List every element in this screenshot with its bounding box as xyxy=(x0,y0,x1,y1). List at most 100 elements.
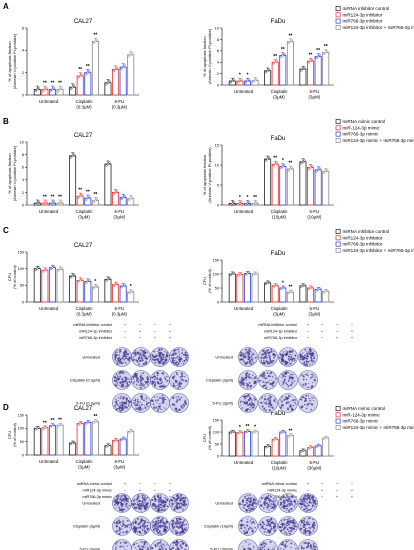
colony xyxy=(312,521,314,523)
colony xyxy=(282,384,284,386)
colony xyxy=(261,359,262,361)
colony xyxy=(121,373,123,375)
colony xyxy=(284,353,288,356)
colony xyxy=(294,522,297,524)
colony xyxy=(162,354,165,357)
colony xyxy=(308,382,310,384)
colony xyxy=(115,520,118,524)
y-axis-label: % of apoptosis fraction(Annexin V-positi… xyxy=(202,28,212,84)
colony xyxy=(269,505,272,507)
data-point xyxy=(69,87,73,90)
colony xyxy=(301,398,303,399)
colony xyxy=(295,403,297,405)
colony xyxy=(121,406,124,409)
colony xyxy=(176,410,178,412)
colony xyxy=(128,358,131,360)
colony-plate xyxy=(112,347,132,367)
colony xyxy=(249,509,251,512)
plate-row-label: 5-FU (3μM) xyxy=(212,401,233,406)
plate-row-label: Untreated xyxy=(215,355,233,360)
y-tick-label: 50 xyxy=(20,284,24,288)
data-point xyxy=(114,191,117,194)
colony xyxy=(185,529,187,531)
treatment-sign: + xyxy=(351,330,354,334)
data-point xyxy=(106,444,110,447)
colony xyxy=(140,349,142,351)
colony xyxy=(125,352,127,354)
colony xyxy=(304,354,307,356)
colony xyxy=(285,350,287,352)
x-tick-label: Cisplatin (0.3μM) xyxy=(76,306,93,317)
colony xyxy=(121,505,124,508)
colony xyxy=(268,409,271,411)
colony xyxy=(152,381,154,383)
colony xyxy=(285,543,287,545)
colony xyxy=(184,354,186,356)
colony xyxy=(119,531,122,534)
x-tick-label-dose: (3μM) xyxy=(78,465,90,470)
colony xyxy=(155,372,158,374)
data-point xyxy=(42,203,45,206)
colony xyxy=(293,401,295,403)
colony xyxy=(135,542,137,544)
colony xyxy=(140,355,143,358)
legend-swatch xyxy=(335,241,341,247)
colony xyxy=(263,530,266,533)
colony xyxy=(157,524,159,526)
data-point xyxy=(290,290,293,293)
legend-label: miR124-3p mimic + miR766-3p mimic xyxy=(343,425,414,430)
treatment-row-label: miR124-3p inhibitor xyxy=(79,330,113,334)
colony xyxy=(303,354,306,357)
colony xyxy=(306,502,309,505)
bar xyxy=(243,273,251,303)
colony xyxy=(306,362,308,364)
colony xyxy=(175,400,178,403)
colony xyxy=(138,378,140,380)
colony xyxy=(116,523,118,525)
y-tick-label: 15 xyxy=(215,143,219,147)
colony xyxy=(306,521,308,523)
colony xyxy=(178,363,180,365)
colony xyxy=(310,521,312,523)
significance-marker: ** xyxy=(58,194,62,200)
colony xyxy=(172,375,174,378)
colony xyxy=(288,363,290,365)
colony xyxy=(122,502,124,505)
data-point xyxy=(309,166,312,169)
colony xyxy=(314,376,316,378)
colony xyxy=(280,498,282,500)
colony xyxy=(173,375,176,378)
colony xyxy=(307,496,309,498)
colony xyxy=(143,527,146,530)
colony xyxy=(240,380,243,383)
colony xyxy=(280,401,283,403)
data-point xyxy=(303,159,306,162)
colony xyxy=(266,523,268,525)
colony-plate xyxy=(150,516,170,536)
colony xyxy=(160,408,162,411)
colony xyxy=(124,372,126,374)
data-point xyxy=(86,196,89,200)
colony xyxy=(180,378,183,381)
bar xyxy=(91,421,99,456)
colony-plate xyxy=(131,516,151,536)
data-point xyxy=(272,285,275,288)
colony xyxy=(281,353,284,356)
colony xyxy=(279,548,281,550)
legend-label: miR766-3p inhibitor xyxy=(343,19,383,24)
colony xyxy=(115,403,117,406)
x-tick-label: 5-FU (10μM) xyxy=(307,209,322,220)
significance-marker: ** xyxy=(288,161,292,167)
colony xyxy=(152,525,155,528)
data-point xyxy=(323,52,326,56)
treatment-sign: − xyxy=(321,323,324,327)
colony xyxy=(272,498,274,500)
colony xyxy=(288,497,291,500)
colony xyxy=(267,381,270,384)
colony xyxy=(175,356,177,358)
colony xyxy=(251,360,254,362)
data-point xyxy=(232,271,235,275)
colony xyxy=(135,376,139,379)
y-tick-label: 150 xyxy=(213,258,219,262)
